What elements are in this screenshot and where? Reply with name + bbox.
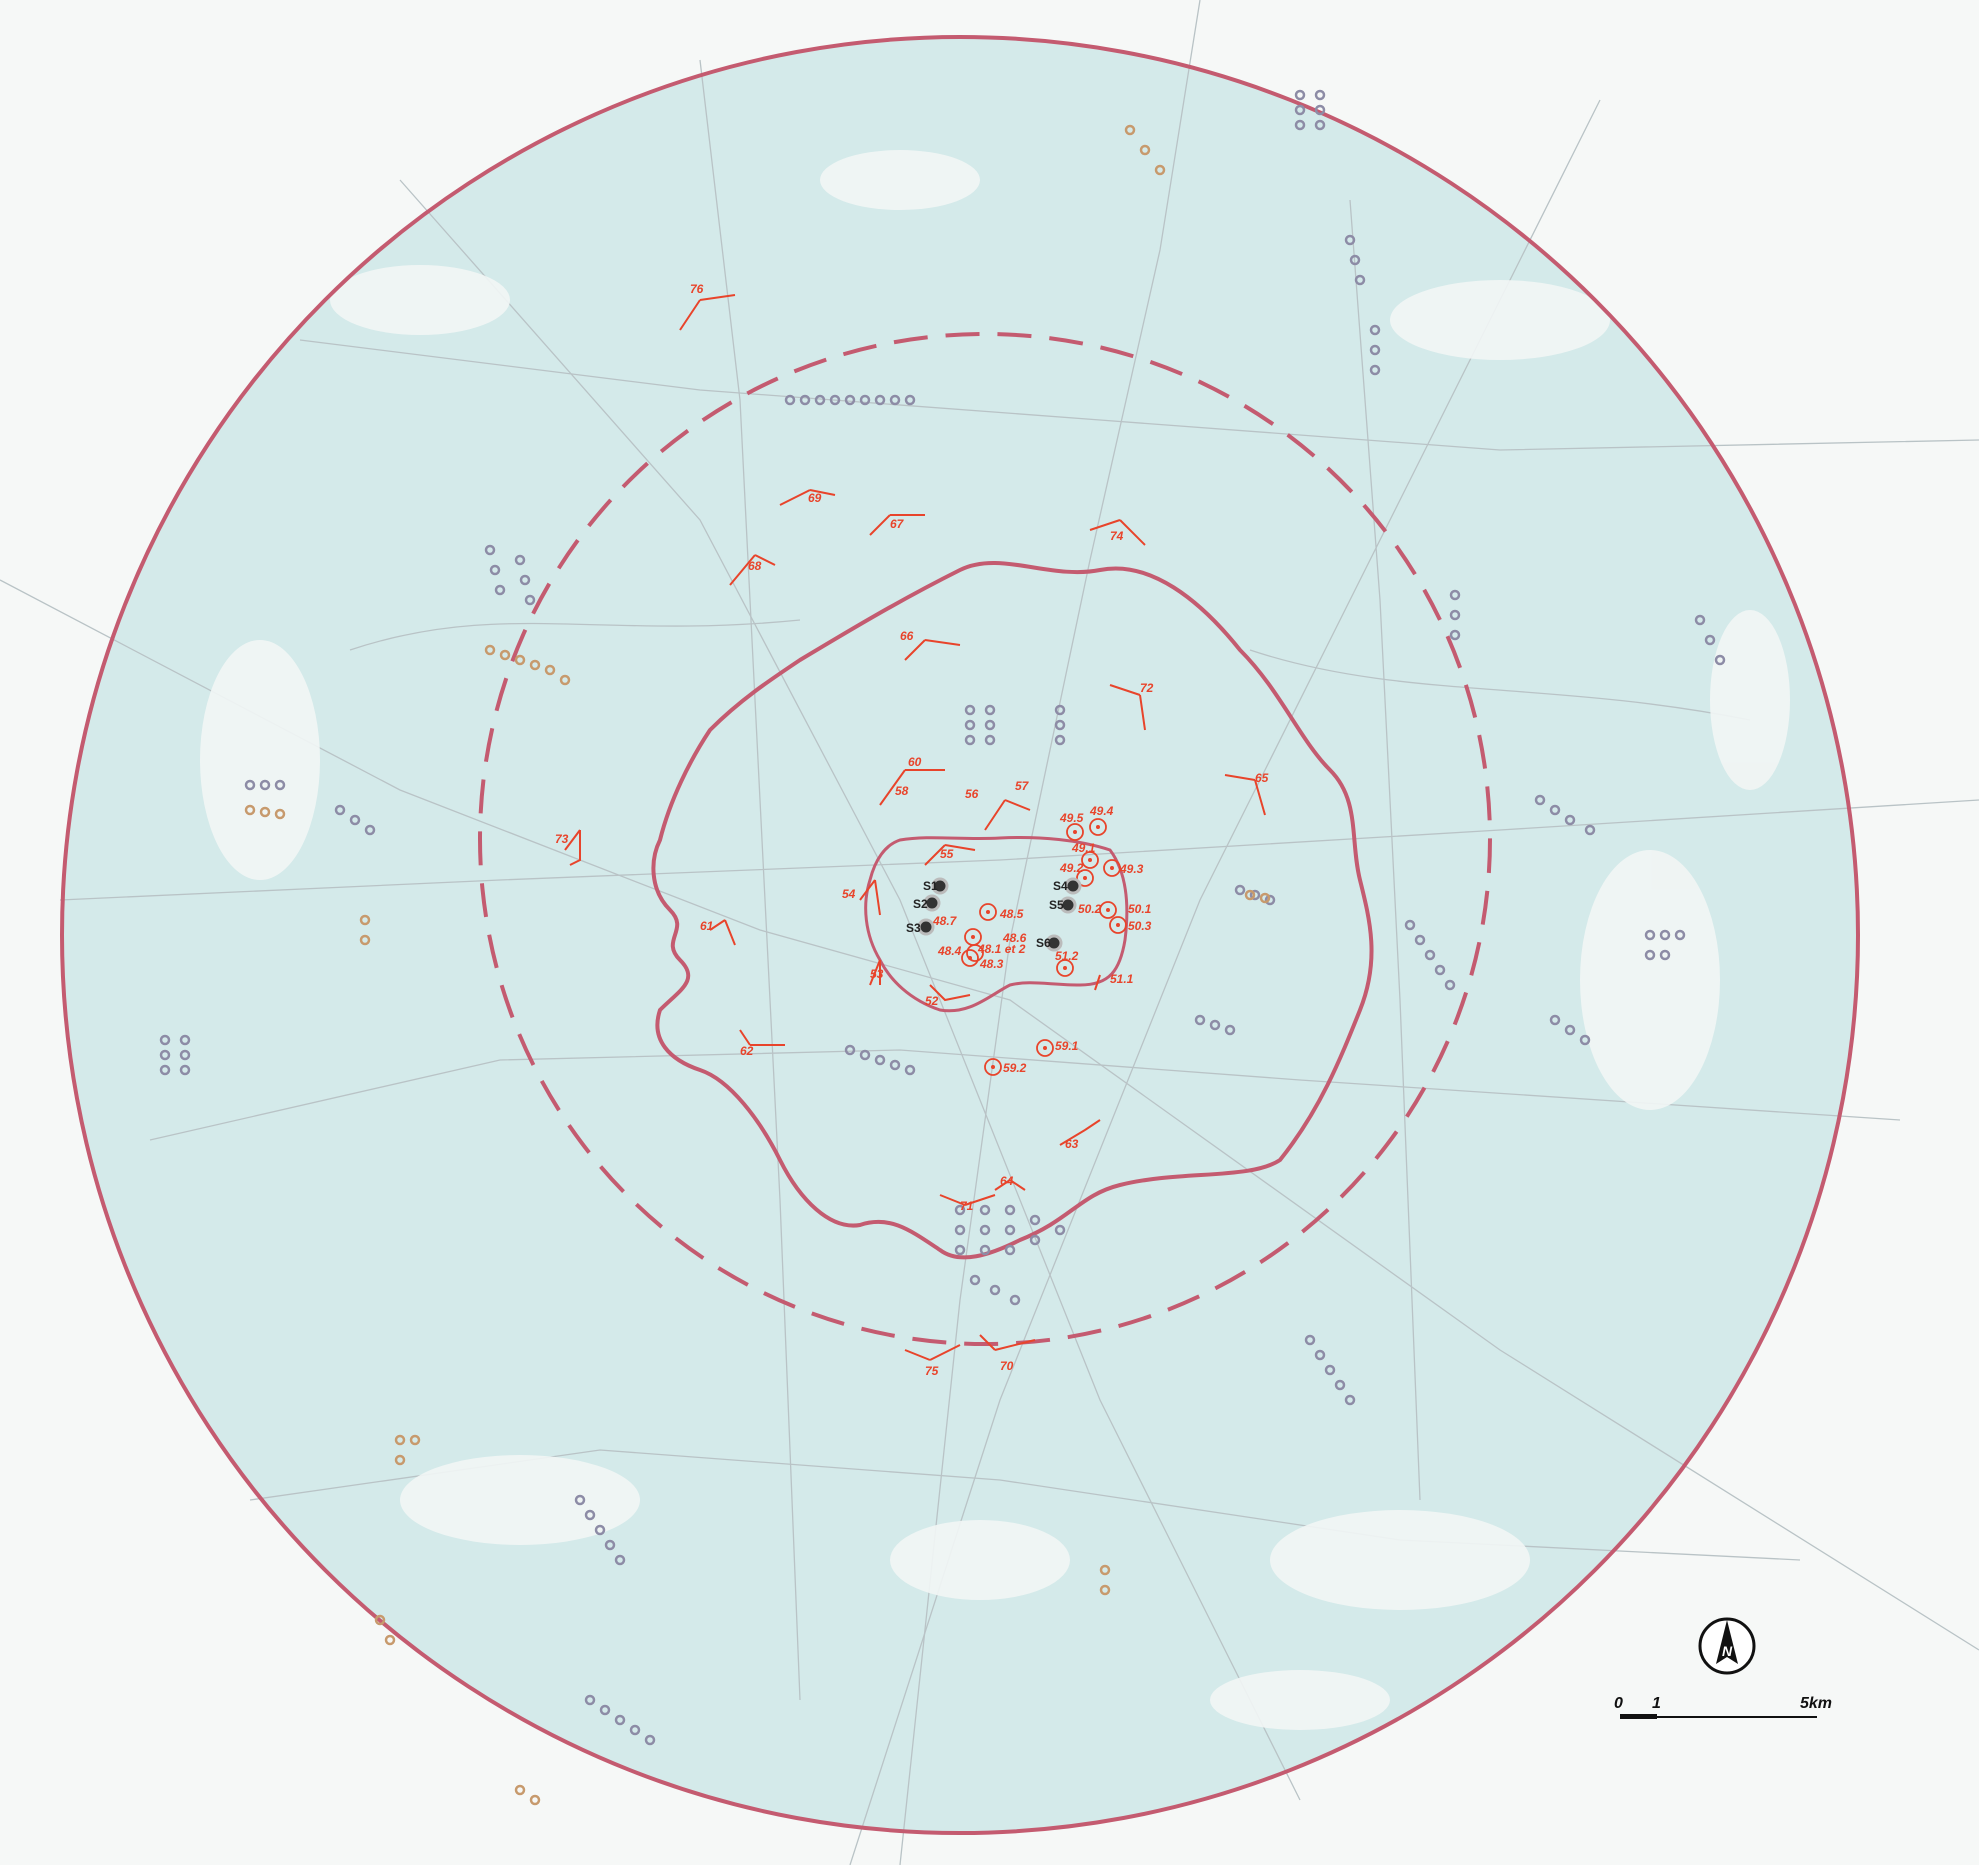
viewpoint-label: 74 (1110, 529, 1124, 543)
viewpoint-label: 64 (1000, 1174, 1014, 1188)
viewpoint-label: 61 (700, 919, 714, 933)
project-turbine-label: S3 (906, 921, 921, 935)
project-turbine-label: S2 (913, 897, 928, 911)
existing-wind-turbines (159, 89, 1726, 1746)
viewpoint-labels: 76 69 67 74 68 66 72 60 58 57 56 65 73 5… (555, 282, 1269, 1378)
close-point-label: 50.3 (1128, 919, 1152, 933)
viewpoint-label: 65 (1255, 771, 1269, 785)
close-point-label: 49.2 (1059, 861, 1084, 875)
close-point-label: 48.4 (937, 944, 962, 958)
close-point-label: 49.5 (1059, 811, 1084, 825)
viewpoint-label: 56 (965, 787, 979, 801)
scale-bar: 0 1 5km (1614, 1695, 1832, 1719)
viewpoint-label: 69 (808, 491, 822, 505)
close-point-label: 50.2 (1078, 902, 1102, 916)
close-point-label: 49.1 (1071, 841, 1096, 855)
project-turbine-label: S5 (1049, 898, 1064, 912)
close-point-label: 59.2 (1003, 1061, 1027, 1075)
north-letter: N (1722, 1643, 1733, 1659)
viewpoint-label: 55 (940, 847, 954, 861)
viewpoint-label: 54 (842, 887, 856, 901)
viewpoint-label: 71 (960, 1199, 974, 1213)
close-viewpoint-markers (961, 818, 1127, 1076)
scale-tick-0: 0 (1614, 1695, 1623, 1712)
close-point-label: 48.3 (979, 957, 1004, 971)
close-point-label: 48.6 (1002, 931, 1027, 945)
north-arrow: N (1698, 1617, 1756, 1675)
close-point-label: 50.1 (1128, 902, 1152, 916)
close-perimeter-outline (864, 836, 1129, 1013)
scale-tick-1: 1 (1652, 1695, 1661, 1712)
viewpoint-label: 62 (740, 1044, 754, 1058)
close-point-label: 51.2 (1055, 949, 1079, 963)
viewpoint-label: 66 (900, 629, 914, 643)
viewpoint-label: 75 (925, 1364, 939, 1378)
outer-perimeter-ring (60, 35, 1860, 1835)
project-turbine-label: S4 (1053, 879, 1068, 893)
viewpoint-label: 53 (870, 967, 884, 981)
close-point-label: 49.4 (1089, 804, 1114, 818)
viewpoint-label: 67 (890, 517, 905, 531)
close-point-label: 49.3 (1119, 862, 1144, 876)
immediate-perimeter-outline (651, 561, 1374, 1260)
field-patches (200, 150, 1790, 1730)
close-point-label: 48.1 et 2 (977, 942, 1026, 956)
viewpoint-label: 70 (1000, 1359, 1014, 1373)
viewpoint-label: 76 (690, 282, 704, 296)
close-point-label: 48.7 (932, 914, 958, 928)
study-area-disc (62, 37, 1858, 1833)
viewpoint-label: 51.1 (1110, 972, 1134, 986)
viewpoint-label: 73 (555, 832, 569, 846)
close-point-label: 59.1 (1055, 1039, 1079, 1053)
viewpoint-label: 68 (748, 559, 762, 573)
permitted-wind-turbines (244, 124, 1271, 1806)
project-turbine-label: S6 (1036, 936, 1051, 950)
viewpoint-label: 57 (1015, 779, 1030, 793)
close-viewpoint-dots (968, 825, 1120, 1069)
project-turbines: S1 S2 S3 S4 S5 S6 (906, 877, 1082, 952)
viewpoint-label: 63 (1065, 1137, 1079, 1151)
viewpoint-label: 60 (908, 755, 922, 769)
intermediate-perimeter-ring (478, 332, 1492, 1346)
close-point-label: 48.5 (999, 907, 1024, 921)
viewpoint-label: 58 (895, 784, 909, 798)
viewpoint-markers (564, 294, 1266, 1361)
close-viewpoint-labels: 49.5 49.4 49.1 49.2 49.3 50.2 50.1 50.3 … (932, 804, 1152, 1075)
viewpoint-label: 52 (925, 994, 939, 1008)
viewpoint-label: 72 (1140, 681, 1154, 695)
project-turbine-label: S1 (923, 879, 938, 893)
scale-tick-end: 5km (1800, 1695, 1832, 1712)
